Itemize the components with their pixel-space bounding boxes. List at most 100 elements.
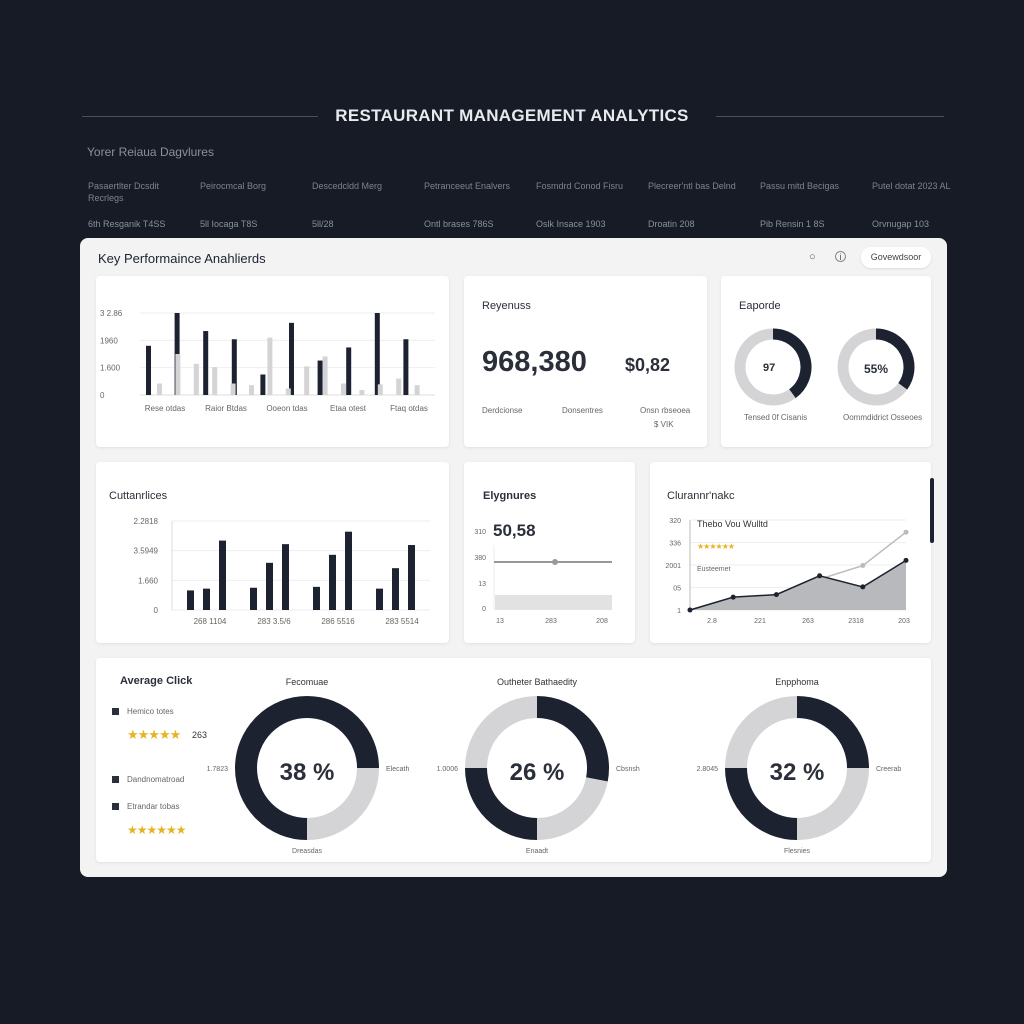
- donut-caption: Tensed 0f Cisanis: [744, 413, 808, 422]
- donut-right-label: Elecath: [386, 766, 409, 773]
- data-point: [817, 576, 823, 582]
- bar-dark: [403, 339, 409, 395]
- bar: [345, 531, 352, 610]
- customer-trend-card: [650, 462, 931, 643]
- data-point: [860, 563, 866, 569]
- dashboard-button[interactable]: Govewdsoor: [861, 247, 931, 268]
- revenue-secondary: $0,82: [625, 355, 671, 375]
- x-tick-label: 13: [496, 618, 504, 625]
- header-column-value: 5ll Iocaga T8S: [200, 219, 258, 229]
- bar: [219, 540, 226, 610]
- expense-donut-segment: [837, 328, 908, 406]
- bar: [313, 586, 320, 610]
- y-tick-label: 05: [673, 586, 681, 593]
- x-tick-label: 283: [545, 618, 557, 625]
- y-tick-label: 1.600: [100, 364, 121, 373]
- donut-label: 55%: [864, 362, 889, 376]
- bar-dark: [260, 374, 266, 395]
- x-tick-label: 268 1104: [194, 617, 227, 626]
- x-tick-label: Ooeon tdas: [266, 404, 307, 413]
- revenue-card: [464, 276, 707, 447]
- x-tick-label: 286 5516: [321, 617, 355, 626]
- bar-light: [304, 366, 310, 395]
- donut-label: 97: [763, 362, 776, 374]
- bar: [329, 554, 336, 610]
- donut-right-label: Creerab: [876, 766, 901, 773]
- header-column-label: Passu mitd Becigas: [760, 181, 840, 191]
- donut-bottom-label: Dreasdas: [292, 848, 322, 855]
- header-column-label: Fosmdrd Conod Fisru: [536, 181, 624, 191]
- bell-icon[interactable]: ○: [809, 251, 816, 263]
- average-click-donut-segment: [796, 767, 869, 840]
- info-icon[interactable]: i: [835, 251, 846, 262]
- average-click-donut-segment: [536, 696, 609, 782]
- scrollbar[interactable]: [930, 478, 934, 543]
- revenue-label: Donsentres: [562, 406, 603, 415]
- y-tick-label: 310: [474, 529, 486, 536]
- donut-left-label: 1.7823: [207, 766, 229, 773]
- revenue-label: $ VIK: [654, 420, 674, 429]
- header-column-value: 6th Resganik T4SS: [88, 219, 166, 229]
- y-tick-label: 13: [478, 581, 486, 588]
- bar-light: [267, 337, 273, 395]
- series-line-dark: [689, 559, 907, 611]
- bar-light: [230, 383, 236, 395]
- bar-light: [396, 378, 402, 395]
- average-click-donut-segment: [306, 767, 379, 840]
- average-click-donut-segment: [465, 696, 538, 769]
- app-title: RESTAURANT MANAGEMENT ANALYTICS: [335, 106, 689, 125]
- kpi-bar-card: [96, 276, 449, 447]
- bar-light: [341, 383, 346, 395]
- donut-title: Outheter Bathaedity: [497, 677, 578, 687]
- header-column-value: Orvnugap 103: [872, 219, 930, 229]
- bar: [392, 568, 399, 610]
- revenue-title: Reyenuss: [482, 300, 531, 312]
- expense-card: [721, 276, 931, 447]
- data-point: [903, 529, 909, 535]
- bar-light: [377, 384, 383, 395]
- y-tick-label: 1.660: [138, 576, 159, 585]
- legend-swatch: [112, 803, 119, 810]
- header-column-label: Plecreer'ntl bas Delnd: [648, 181, 736, 191]
- bar-dark: [146, 345, 151, 395]
- expenditures-value: 50,58: [493, 521, 536, 540]
- average-click-title: Average Click: [120, 675, 193, 687]
- bar: [282, 544, 289, 610]
- x-tick-label: 208: [596, 618, 608, 625]
- bar: [408, 545, 415, 610]
- bar-light: [212, 367, 218, 395]
- revenue-label: Onsn rbseoea: [640, 406, 691, 415]
- trend-title: Clurannr'nakc: [667, 490, 735, 502]
- y-tick-label: 320: [669, 518, 681, 525]
- bar-light: [193, 363, 199, 395]
- average-click-donut-segment: [725, 767, 798, 840]
- header-column-value: Pib Rensin 1 8S: [760, 219, 825, 229]
- header-column-label: Petranceeut Enalvers: [424, 181, 511, 191]
- y-tick-label: 2001: [665, 563, 681, 570]
- data-point: [773, 592, 779, 598]
- donut-caption: Oommdidrict Osseoes: [843, 413, 923, 422]
- bar-light: [322, 356, 328, 395]
- subtitle: Yorer Reiaua Dagvlures: [87, 145, 214, 159]
- y-tick-label: 1960: [100, 336, 118, 345]
- header-column-label: Putel dotat 2023 AL: [872, 181, 951, 191]
- bar-dark: [317, 360, 323, 395]
- x-tick-label: 221: [754, 618, 766, 625]
- donut-bottom-label: Flesnies: [784, 848, 811, 855]
- donut-center-value: 38 %: [280, 759, 335, 786]
- header-column-label: Peirocmcal Borg: [200, 181, 267, 191]
- x-tick-label: 2318: [848, 618, 864, 625]
- revenue-label: Derdcionse: [482, 406, 523, 415]
- x-tick-label: 2.8: [707, 618, 717, 625]
- data-point: [903, 557, 909, 563]
- bar-dark: [346, 347, 352, 395]
- donut-bottom-label: Enaadt: [526, 848, 548, 855]
- data-point: [552, 559, 558, 565]
- rating-stars: ★★★★★★: [127, 823, 187, 837]
- bar-light: [414, 385, 420, 395]
- legend-label: Etrandar tobas: [127, 802, 180, 811]
- average-click-donut-segment: [536, 776, 608, 840]
- average-click-donut-segment: [306, 696, 379, 769]
- bar-light: [359, 390, 365, 395]
- revenue-value: 968,380: [482, 346, 587, 378]
